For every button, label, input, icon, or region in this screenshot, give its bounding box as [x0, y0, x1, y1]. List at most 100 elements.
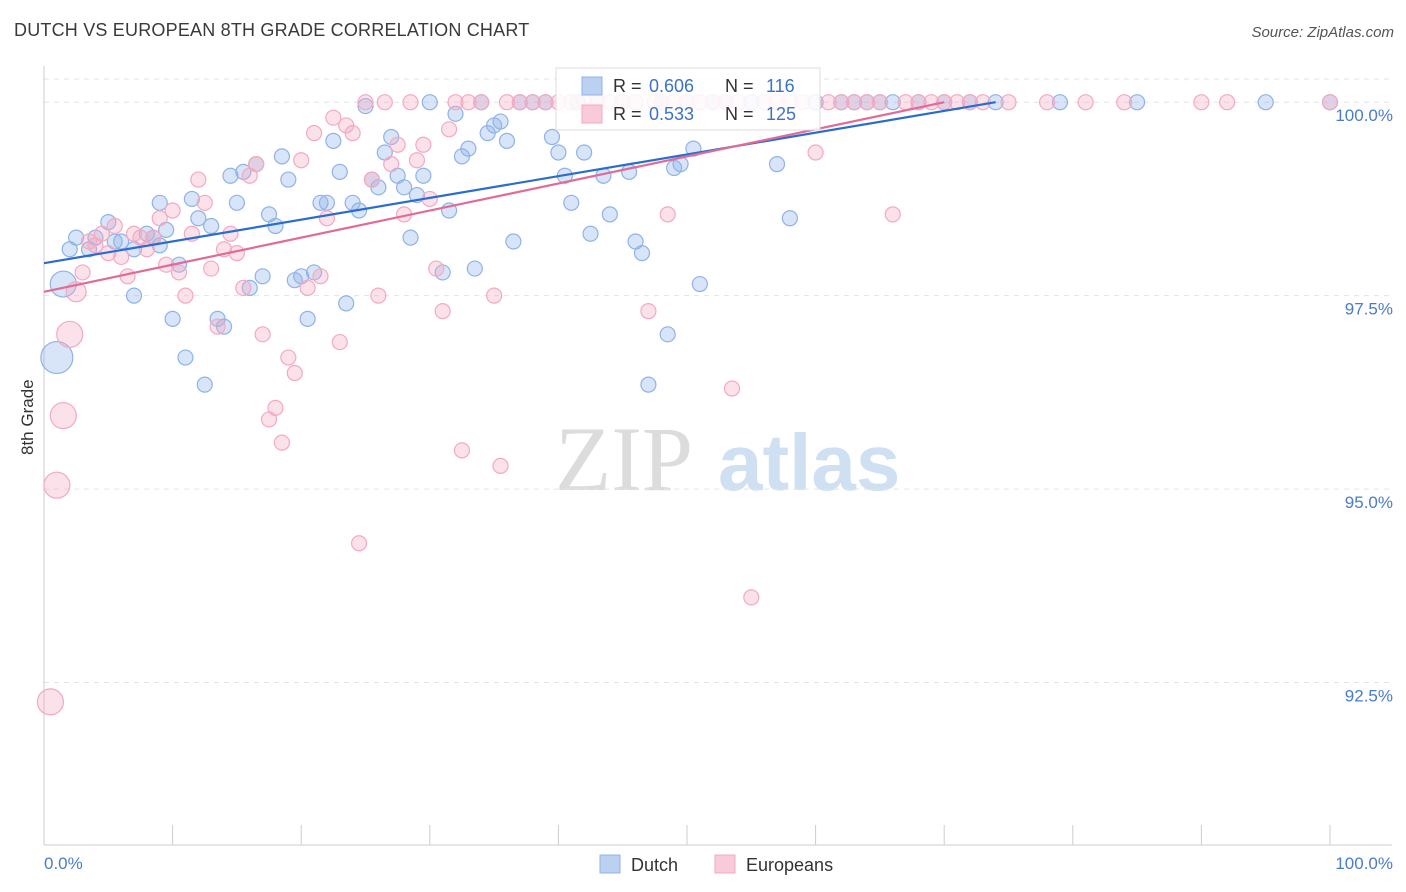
european-point — [389, 136, 406, 153]
dutch-point — [402, 229, 419, 246]
dutch-point — [633, 244, 651, 262]
dutch-point — [299, 310, 316, 327]
european-point — [344, 125, 361, 142]
dutch-point — [312, 194, 329, 211]
stats-r-value: 0.606 — [649, 76, 694, 96]
dutch-point — [550, 144, 567, 161]
dutch-point — [466, 260, 483, 277]
x-tick-label: 0.0% — [44, 854, 83, 873]
legend-swatch — [599, 854, 621, 874]
stats-n-label: N = — [725, 104, 754, 124]
european-point — [363, 171, 381, 188]
european-point — [537, 94, 554, 111]
stats-swatch — [581, 104, 603, 124]
dutch-point — [203, 217, 220, 235]
dutch-point — [1128, 94, 1146, 111]
european-point — [807, 144, 824, 161]
dutch-point — [273, 148, 291, 165]
dutch-point — [576, 144, 593, 161]
european-point — [280, 349, 297, 366]
european-point — [524, 94, 541, 111]
dutch-point — [183, 190, 200, 208]
european-point — [408, 152, 426, 169]
european-point — [293, 152, 310, 169]
european-point — [235, 279, 252, 297]
dutch-point — [415, 167, 432, 184]
european-point — [312, 268, 329, 285]
european-point — [833, 94, 850, 111]
dutch-point — [196, 376, 213, 393]
european-point — [447, 94, 464, 111]
dutch-point — [543, 128, 561, 146]
european-point — [440, 121, 458, 138]
european-point — [498, 94, 516, 111]
stats-n-value: 116 — [766, 76, 795, 96]
dutch-point — [164, 310, 181, 327]
european-point — [453, 442, 471, 459]
european-point — [1000, 94, 1017, 111]
dutch-point — [215, 318, 233, 335]
european-point — [350, 535, 368, 552]
dutch-point — [640, 376, 657, 393]
stats-r-label: R = — [613, 76, 642, 96]
european-point — [177, 287, 194, 304]
chart-title: DUTCH VS EUROPEAN 8TH GRADE CORRELATION … — [14, 20, 530, 40]
european-point — [43, 471, 71, 499]
european-point — [884, 206, 901, 223]
european-point — [1116, 94, 1133, 111]
legend-label: Dutch — [631, 855, 678, 875]
european-point — [858, 94, 876, 111]
european-point — [1038, 94, 1056, 111]
watermark-atlas: atlas — [718, 418, 900, 507]
dutch-point — [280, 171, 297, 188]
y-tick-label: 92.5% — [1345, 687, 1393, 706]
european-point — [286, 364, 303, 382]
dutch-point — [781, 210, 798, 227]
legend-swatch — [714, 854, 736, 874]
dutch-point — [395, 179, 413, 196]
european-point — [209, 318, 226, 335]
european-point — [56, 320, 84, 348]
european-point — [434, 303, 451, 320]
dutch-point — [563, 194, 580, 211]
dutch-point — [460, 140, 477, 157]
european-point — [428, 260, 445, 277]
european-point — [743, 589, 760, 606]
european-point — [370, 287, 387, 304]
watermark-zip: ZIP — [555, 408, 693, 510]
european-point — [460, 94, 477, 111]
dutch-point — [498, 132, 516, 149]
dutch-point — [241, 279, 258, 297]
y-tick-label: 95.0% — [1345, 493, 1393, 512]
dutch-point — [357, 97, 374, 115]
european-point — [331, 333, 348, 351]
x-tick-label: 100.0% — [1335, 854, 1393, 873]
dutch-point — [447, 105, 464, 122]
european-point — [659, 206, 676, 223]
dutch-point — [1257, 94, 1274, 111]
european-point — [248, 156, 265, 173]
european-point — [151, 210, 168, 227]
dutch-point — [68, 229, 85, 246]
european-point — [974, 94, 991, 111]
dutch-point — [177, 349, 194, 366]
european-point — [383, 156, 400, 173]
european-point — [36, 688, 65, 716]
european-point — [846, 94, 863, 111]
dutch-point — [421, 94, 438, 111]
dutch-point — [125, 287, 143, 304]
european-point — [318, 210, 336, 227]
dutch-point — [505, 233, 522, 250]
source-label: Source: ZipAtlas.com — [1251, 24, 1394, 41]
european-point — [640, 303, 657, 320]
european-point — [164, 202, 181, 219]
european-point — [1077, 94, 1094, 111]
european-point — [106, 217, 123, 235]
dutch-points — [40, 94, 1339, 393]
stats-r-value: 0.533 — [649, 104, 694, 124]
european-point — [305, 125, 323, 142]
dutch-point — [691, 275, 708, 293]
dutch-point — [325, 132, 342, 149]
legend-label: Europeans — [746, 855, 833, 875]
